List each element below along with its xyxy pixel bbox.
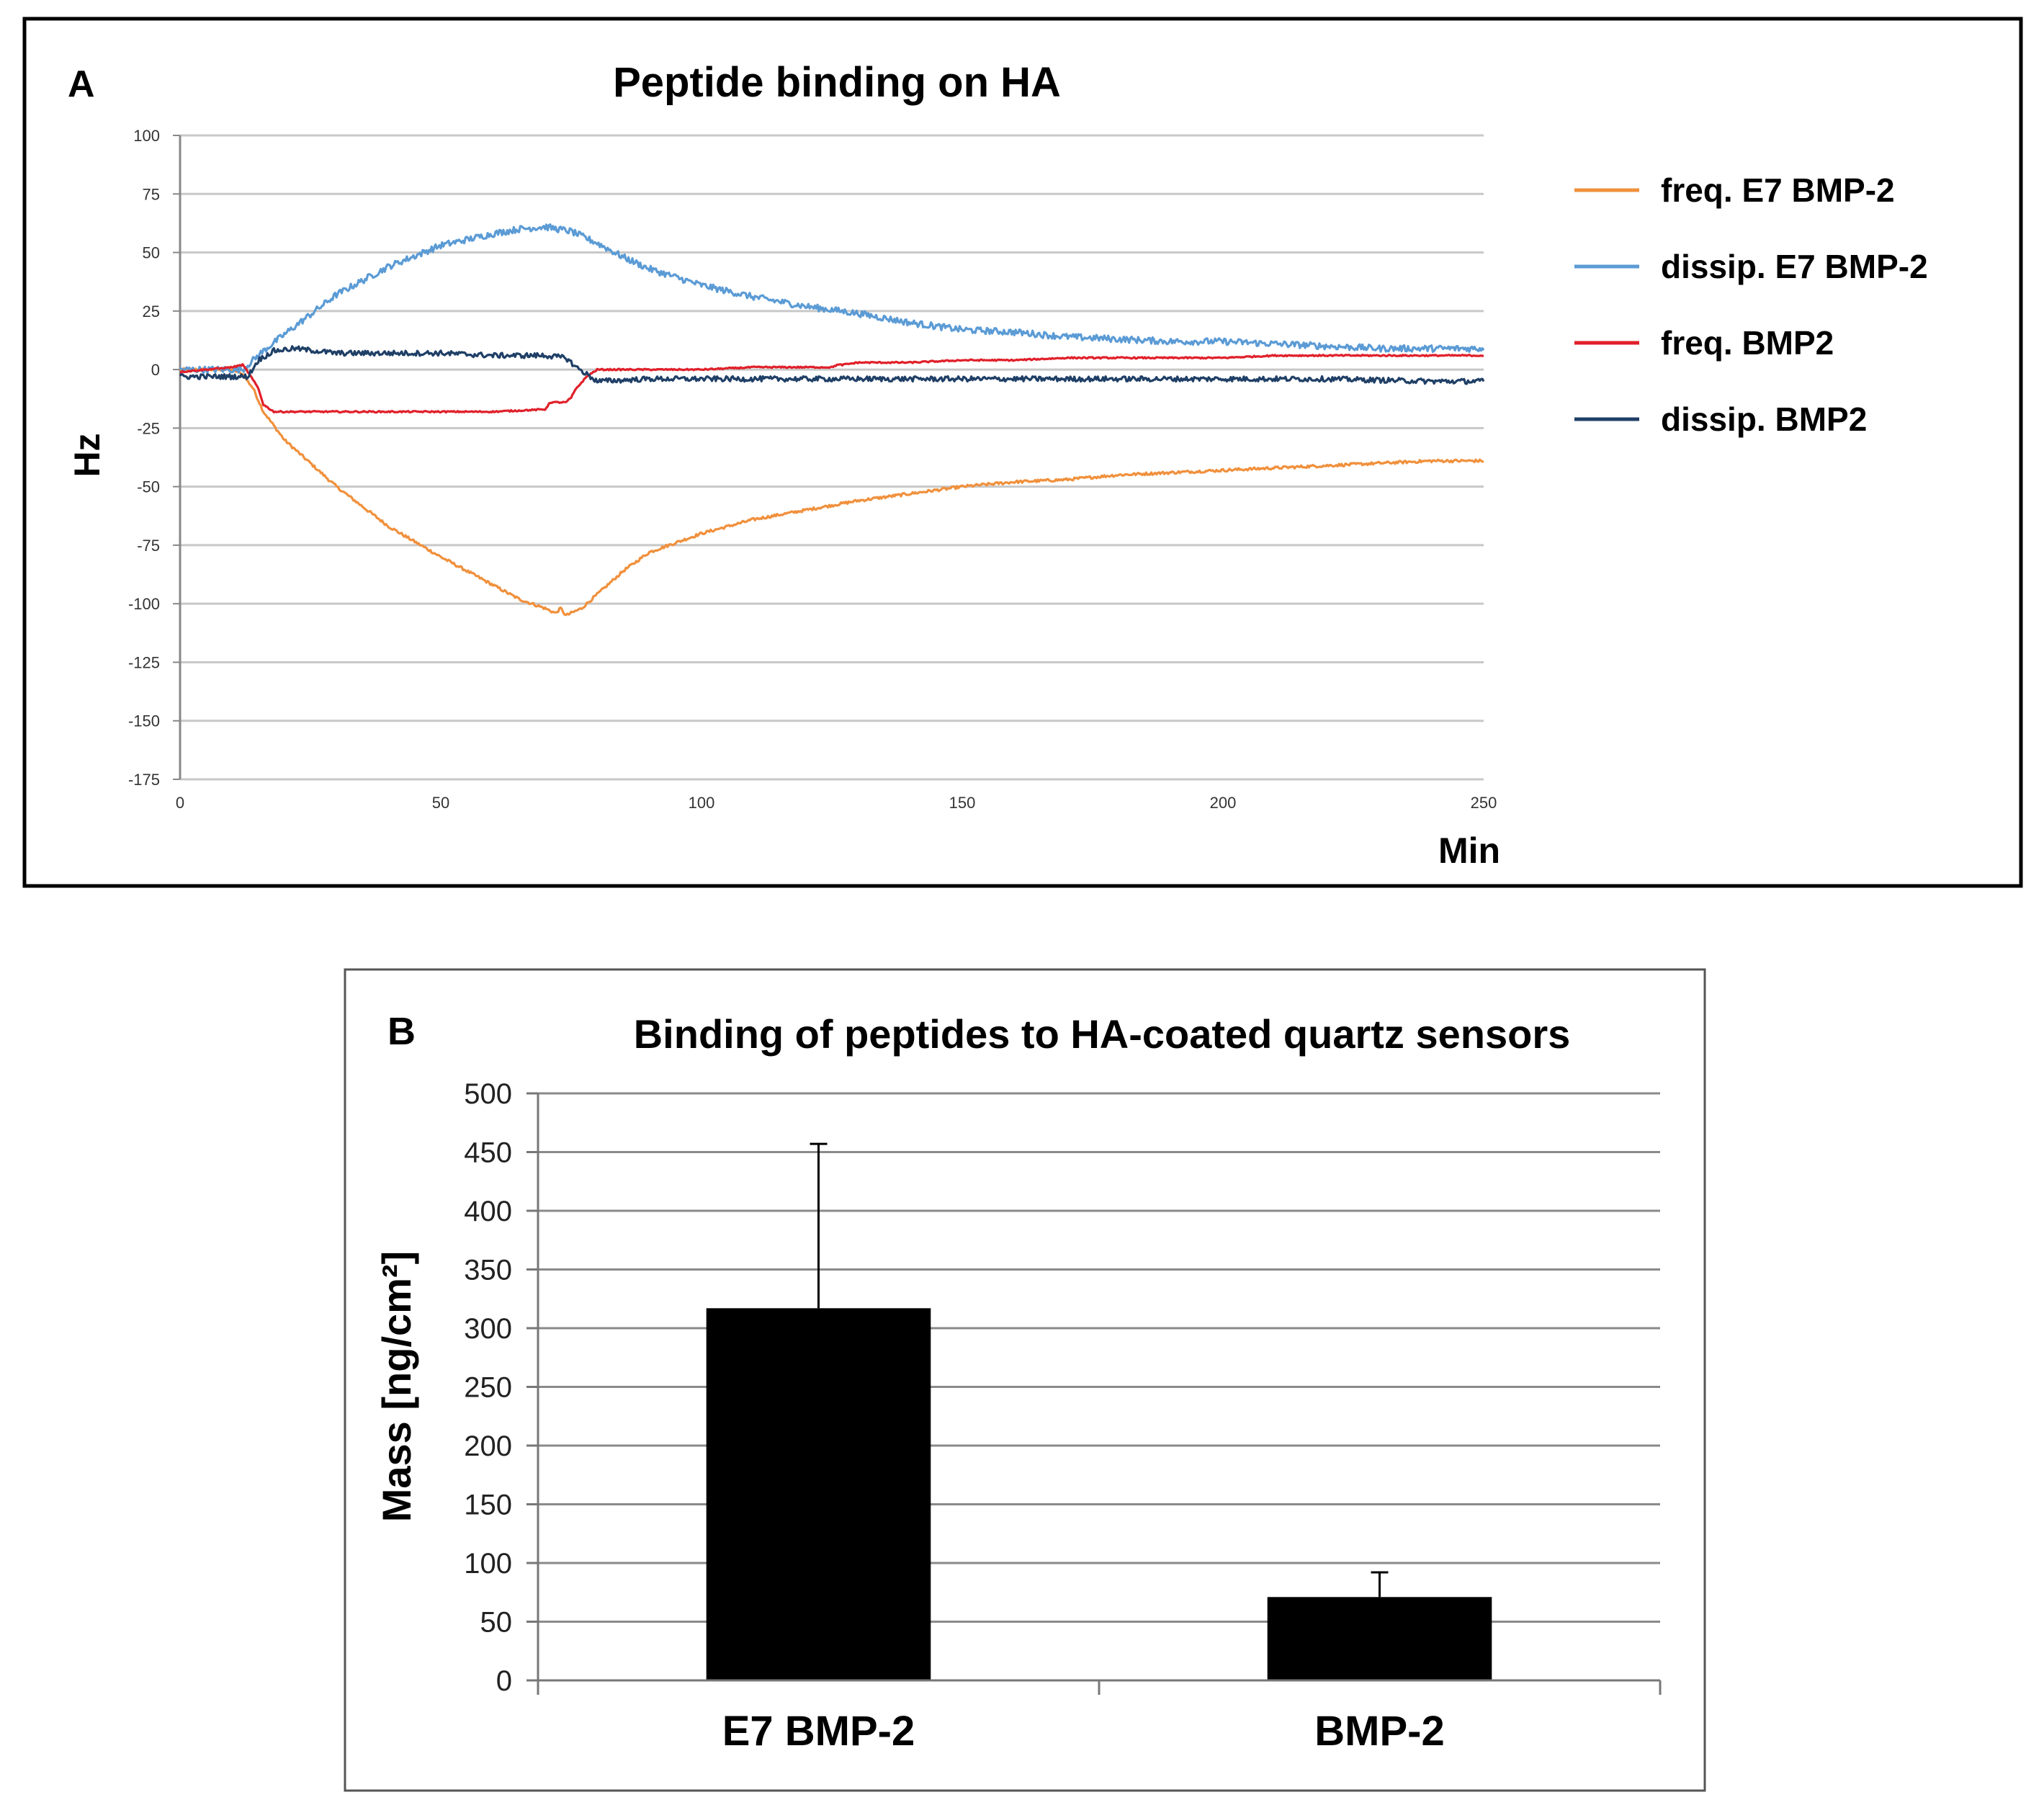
panel-b-x-ticks: E7 BMP-2 BMP-2 [722, 1708, 1445, 1755]
x-tick-label: 250 [1471, 794, 1497, 812]
y-tick-label: -175 [128, 771, 160, 789]
series-line [179, 345, 1485, 385]
x-tick-label: 150 [949, 794, 976, 812]
y-tick-label: 50 [480, 1607, 513, 1639]
panel-b-y-label: Mass [ng/cm²] [374, 1251, 419, 1523]
y-tick-label: -75 [137, 537, 160, 555]
y-tick-label: 100 [133, 127, 160, 145]
x-category-label: E7 BMP-2 [722, 1708, 915, 1755]
y-tick-label: 350 [464, 1255, 512, 1286]
y-tick-label: 75 [143, 185, 160, 203]
panel-b-bars [706, 1142, 1492, 1680]
legend-label: freq. BMP2 [1661, 324, 1834, 362]
panel-a-legend: freq. E7 BMP-2 dissip. E7 BMP-2 freq. BMP2… [1574, 171, 1928, 438]
x-tick-label: 200 [1210, 794, 1237, 812]
panel-a-series-group [179, 223, 1485, 617]
panel-a-y-label: Hz [67, 433, 107, 477]
panel-b-title: Binding of peptides to HA-coated quartz … [634, 1011, 1571, 1057]
x-tick-label: 0 [176, 794, 184, 812]
panel-a-frame [22, 17, 2023, 888]
y-tick-label: 50 [143, 244, 160, 262]
x-category-label: BMP-2 [1314, 1708, 1444, 1755]
panel-b-letter: B [387, 1010, 416, 1053]
panel-a-gridlines [180, 134, 1484, 781]
legend-label: freq. E7 BMP-2 [1661, 171, 1895, 209]
x-tick-label: 50 [432, 794, 449, 812]
y-tick-label: -150 [128, 712, 160, 730]
panel-b: B Binding of peptides to HA-coated quart… [344, 968, 1706, 1792]
y-tick-label: -50 [137, 478, 160, 496]
y-tick-label: 0 [151, 361, 160, 379]
panel-b-axes [537, 1093, 1662, 1695]
panel-a-y-ticks: 100 75 50 25 0 -25 -50 -75 -100 -125 -150 -175 [128, 127, 180, 789]
y-tick-label: -100 [128, 595, 160, 613]
panel-a-letter: A [68, 63, 95, 105]
legend-label: dissip. E7 BMP-2 [1661, 248, 1928, 285]
y-tick-label: 400 [464, 1196, 512, 1227]
panel-a: A Peptide binding on HA Hz Min 100 75 50 25… [22, 17, 2023, 888]
panel-a-title: Peptide binding on HA [613, 59, 1061, 106]
bar [1267, 1597, 1492, 1680]
y-tick-label: 25 [143, 303, 160, 321]
y-tick-label: -25 [137, 419, 160, 437]
y-tick-label: 0 [496, 1665, 512, 1697]
bar [706, 1308, 931, 1680]
y-tick-label: 200 [464, 1430, 512, 1462]
series-line [179, 223, 1485, 375]
panel-a-x-ticks: 0 50 100 150 200 250 [176, 794, 1497, 812]
panel-a-x-label: Min [1438, 830, 1500, 871]
series-line [179, 354, 1484, 414]
x-tick-label: 100 [689, 794, 715, 812]
y-tick-label: 300 [464, 1313, 512, 1345]
y-tick-label: -125 [128, 653, 160, 671]
y-tick-label: 500 [464, 1078, 512, 1110]
y-tick-label: 100 [464, 1548, 512, 1580]
panel-b-y-ticks: 0 50 100 150 200 250 300 350 400 450 500 [464, 1078, 538, 1697]
series-line [179, 367, 1484, 617]
y-tick-label: 150 [464, 1490, 512, 1521]
y-tick-label: 450 [464, 1137, 512, 1169]
y-tick-label: 250 [464, 1372, 512, 1404]
legend-label: dissip. BMP2 [1661, 400, 1867, 438]
